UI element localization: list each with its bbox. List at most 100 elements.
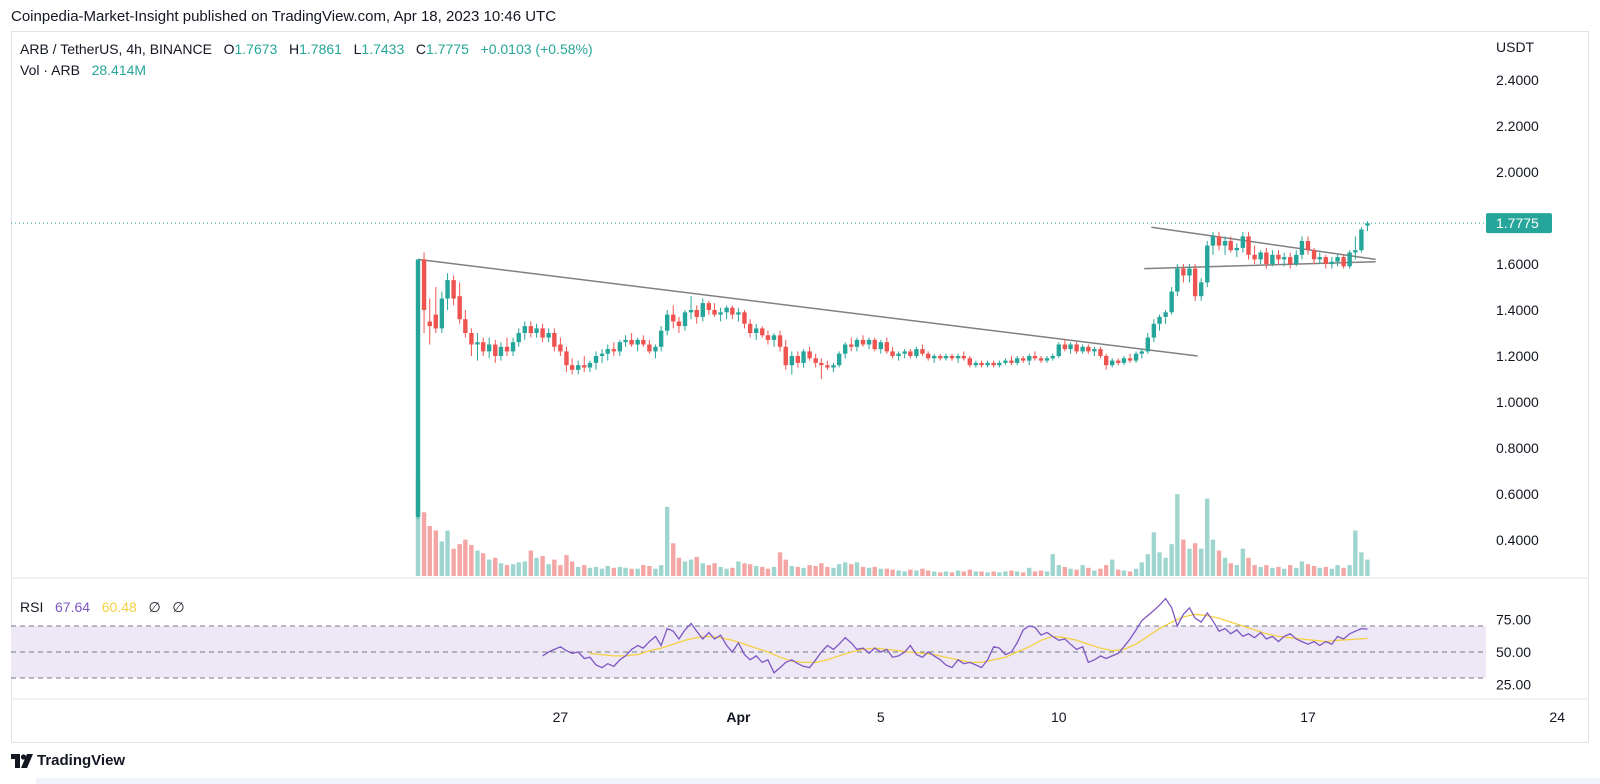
volume-bar <box>415 475 421 576</box>
candle-body <box>647 344 652 352</box>
volume-bar <box>1329 568 1335 576</box>
volume-bar <box>1270 567 1275 576</box>
close-label: C <box>415 41 427 57</box>
volume-bar <box>1294 567 1299 576</box>
time-tick-label: 5 <box>877 709 885 725</box>
volume-bar <box>1103 565 1109 576</box>
volume-bar <box>587 567 593 576</box>
candle-body <box>973 362 979 366</box>
price-tick-label: 0.6000 <box>1496 486 1539 502</box>
volume-bar <box>985 572 990 576</box>
volume-bar <box>599 568 605 576</box>
volume-bar <box>475 550 480 576</box>
volume-bar <box>1252 565 1257 576</box>
rsi-label[interactable]: RSI <box>20 599 44 615</box>
trendline-falling-resistance <box>417 258 1198 357</box>
candle-body <box>813 358 818 363</box>
chart-frame <box>11 31 1589 743</box>
time-axis: 27Apr5101724May <box>553 709 1566 725</box>
candle-body <box>902 351 907 354</box>
price-axis-currency: USDT <box>1496 39 1535 55</box>
candle-body <box>493 344 498 356</box>
volume-bar <box>1032 571 1038 576</box>
volume-bar <box>629 568 634 576</box>
volume-bar <box>825 566 830 576</box>
candle-body <box>955 356 961 359</box>
volume-bar <box>1074 569 1079 576</box>
volume-bar <box>1181 539 1186 576</box>
volume-bar <box>938 572 943 576</box>
volume-bar <box>967 569 972 576</box>
volume-bar <box>789 565 794 576</box>
candle-body <box>1074 344 1079 352</box>
volume-bar <box>1021 572 1026 576</box>
time-tick-label: 10 <box>1051 709 1067 725</box>
volume-bar <box>908 569 913 576</box>
volume-bar <box>1210 539 1216 576</box>
volume-bar <box>1353 530 1358 576</box>
last-price-label: 1.7775 <box>1496 215 1539 231</box>
volume-bar <box>647 565 652 576</box>
time-tick-label: 17 <box>1300 709 1316 725</box>
candle-body <box>599 353 605 356</box>
volume-bar <box>546 564 551 576</box>
low-label: L <box>353 41 362 57</box>
tradingview-logo[interactable]: TradingView <box>11 752 125 769</box>
candle-body <box>718 312 723 315</box>
candle-body <box>967 358 972 366</box>
candle-body <box>1056 344 1061 356</box>
candle-body <box>1080 346 1085 352</box>
candle-body <box>1365 223 1370 226</box>
candle-body <box>1062 344 1068 350</box>
candle-body <box>451 280 456 299</box>
rsi-tick-label: 75.00 <box>1496 612 1531 628</box>
volume-bar <box>1281 568 1287 576</box>
candle-body <box>558 344 563 352</box>
candle-body <box>629 339 634 345</box>
volume-bar <box>700 563 705 576</box>
rsi-ma-value: 60.48 <box>101 599 137 615</box>
volume-bar <box>1187 548 1192 576</box>
rsi-null-icon-1: ∅ <box>148 599 161 615</box>
candle-body <box>504 346 510 352</box>
volume-bar <box>564 555 569 576</box>
volume-bar <box>1139 562 1144 576</box>
symbol-name[interactable]: ARB / TetherUS, 4h, BINANCE <box>20 41 212 57</box>
candle-body <box>635 339 640 345</box>
rsi-legend: RSI 67.64 60.48 ∅ ∅ <box>20 599 185 616</box>
volume-bar <box>1145 554 1150 576</box>
volume-bar <box>1157 552 1162 576</box>
candle-body <box>593 356 599 363</box>
candle-body <box>771 335 777 340</box>
volume-bar <box>1359 552 1364 576</box>
volume-bar <box>884 568 890 576</box>
candle-body <box>1305 241 1311 251</box>
volume-bar <box>813 565 818 576</box>
candle-body <box>1199 282 1204 297</box>
candle-body <box>582 365 587 368</box>
volume-bar <box>1062 566 1068 576</box>
candle-body <box>854 339 860 347</box>
candle-body <box>979 362 984 366</box>
volume-bar <box>1199 548 1204 576</box>
time-tick-label: Apr <box>726 709 751 725</box>
volume-bar <box>552 559 557 576</box>
candle-body <box>1311 250 1317 260</box>
candle-body <box>1038 358 1044 361</box>
volume-bar <box>943 571 949 576</box>
volume-bar <box>795 566 801 576</box>
volume-bar <box>1044 571 1050 576</box>
volume-bar <box>1216 550 1222 576</box>
volume-bar <box>641 565 646 576</box>
volume-bar <box>540 555 545 576</box>
volume-bar <box>688 559 694 576</box>
trendline-triangle-upper <box>1151 226 1376 261</box>
volume-bar <box>777 552 783 576</box>
candle-body <box>445 280 450 299</box>
candle-body <box>730 307 735 315</box>
candle-body <box>1323 257 1328 264</box>
volume-label[interactable]: Vol · ARB <box>20 62 80 78</box>
candle-body <box>807 351 812 359</box>
symbol-legend: ARB / TetherUS, 4h, BINANCE O1.7673 H1.7… <box>20 41 593 57</box>
